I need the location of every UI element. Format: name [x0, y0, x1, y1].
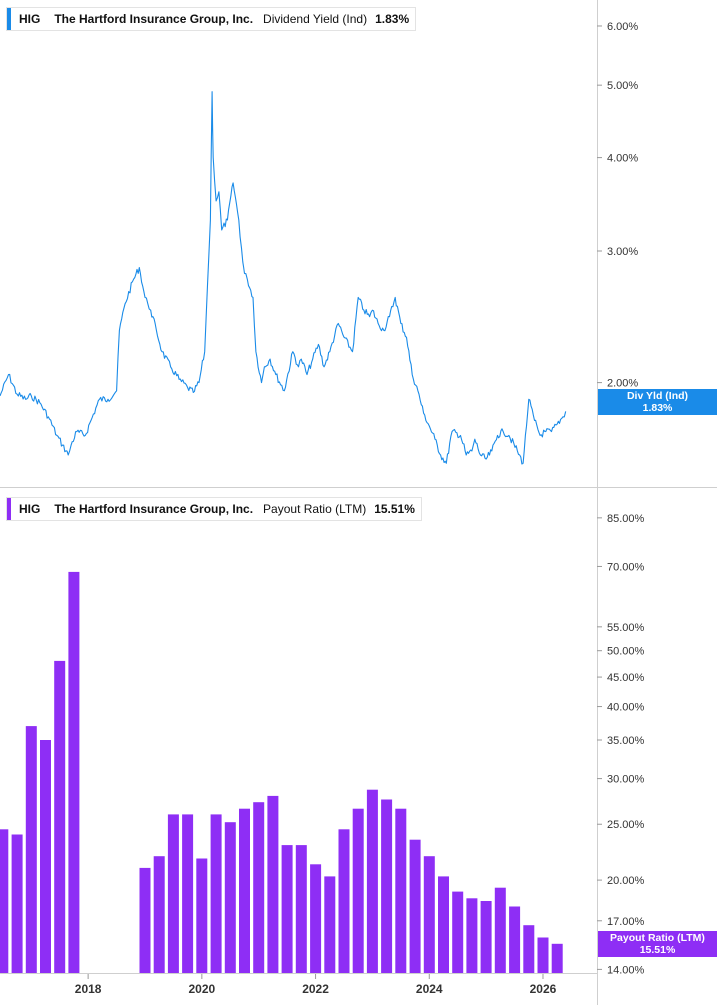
payout-ratio-bar [537, 937, 549, 973]
bottom-y-tick-label: 20.00% [607, 875, 645, 887]
top-legend-swatch [7, 8, 11, 30]
payout-ratio-bar [281, 845, 293, 973]
top-legend-company: The Hartford Insurance Group, Inc. [54, 12, 254, 26]
payout-ratio-bar [224, 822, 236, 973]
x-axis: 2018 2020 2022 2024 2026 [75, 974, 557, 996]
payout-ratio-bar [338, 829, 350, 973]
payout-ratio-bar [25, 726, 37, 973]
top-legend-value: 1.83% [375, 12, 410, 26]
top-y-tick-label: 4.00% [607, 153, 638, 165]
payout-ratio-bar [423, 856, 435, 973]
payout-ratio-bar [509, 906, 521, 973]
payout-ratio-bar [239, 808, 250, 973]
bottom-badge-value: 15.51% [639, 944, 676, 956]
x-tick-label: 2020 [188, 982, 215, 996]
payout-ratio-bar [182, 814, 194, 973]
payout-ratio-bar [40, 740, 51, 973]
dividend-yield-line-series [0, 91, 567, 465]
payout-ratio-bar [480, 901, 492, 973]
bottom-legend-metric: Payout Ratio (LTM) [263, 502, 367, 516]
bottom-y-tick-label: 70.00% [607, 561, 645, 573]
payout-ratio-bar [395, 808, 407, 973]
top-y-tick-label: 2.00% [607, 378, 638, 390]
payout-ratio-bar [324, 876, 336, 973]
payout-ratio-bar [523, 925, 535, 973]
bottom-y-tick-label: 35.00% [607, 735, 645, 747]
bottom-y-tick-label: 45.00% [607, 672, 645, 684]
payout-ratio-bar-series [0, 571, 563, 973]
payout-ratio-bar [153, 856, 165, 973]
bottom-panel-axis: 85.00% 70.00% 55.00% 50.00% 45.00% 40.00% 35.0… [597, 513, 645, 976]
top-y-tick-label: 3.00% [607, 246, 638, 258]
bottom-legend-company: The Hartford Insurance Group, Inc. [54, 502, 254, 516]
payout-ratio-bar [295, 845, 307, 973]
bottom-y-tick-label: 30.00% [607, 774, 645, 786]
payout-ratio-bar [54, 660, 66, 973]
dividend-yield-line [0, 91, 567, 465]
top-legend-ticker: HIG [19, 12, 41, 26]
payout-ratio-bar [310, 864, 322, 973]
bottom-legend-value: 15.51% [374, 502, 415, 516]
bottom-legend-ticker: HIG [19, 502, 41, 516]
payout-ratio-bar [452, 891, 464, 973]
x-tick-label: 2026 [530, 982, 557, 996]
payout-ratio-bar [381, 799, 393, 973]
payout-ratio-bar [466, 898, 478, 973]
bottom-y-tick-label: 50.00% [607, 646, 645, 658]
bottom-last-value-badge: Payout Ratio (LTM) 15.51% [598, 931, 717, 957]
x-tick-label: 2024 [416, 982, 443, 996]
payout-ratio-bar [11, 834, 23, 973]
payout-ratio-bar [494, 887, 506, 973]
payout-ratio-bar [167, 814, 179, 973]
bottom-y-tick-label: 25.00% [607, 819, 645, 831]
payout-ratio-bar [409, 839, 421, 973]
bottom-y-tick-label: 55.00% [607, 622, 645, 634]
bottom-legend[interactable]: HIG The Hartford Insurance Group, Inc. P… [6, 497, 422, 521]
payout-ratio-bar [253, 802, 265, 973]
payout-ratio-bar [0, 829, 9, 973]
bottom-legend-swatch [7, 498, 11, 520]
bottom-badge-label: Payout Ratio (LTM) [610, 932, 705, 944]
top-legend-metric: Dividend Yield (Ind) [263, 12, 368, 26]
top-legend[interactable]: HIG The Hartford Insurance Group, Inc. D… [6, 7, 417, 31]
top-y-tick-label: 5.00% [607, 80, 638, 92]
bottom-y-tick-label: 40.00% [607, 702, 645, 714]
payout-ratio-bar [438, 876, 449, 973]
top-y-tick-label: 6.00% [607, 21, 638, 33]
top-badge-label: Div Yld (Ind) [626, 390, 689, 402]
payout-ratio-bar [352, 808, 364, 973]
x-tick-label: 2018 [75, 982, 102, 996]
payout-ratio-bar [139, 867, 151, 973]
payout-ratio-bar [68, 571, 80, 973]
payout-ratio-bar [551, 943, 563, 973]
top-last-value-badge: Div Yld (Ind) 1.83% [598, 389, 717, 415]
payout-ratio-bar [366, 789, 378, 973]
bottom-y-tick-label: 85.00% [607, 513, 645, 525]
payout-ratio-bar [267, 795, 279, 973]
x-tick-label: 2022 [302, 982, 329, 996]
top-badge-value: 1.83% [642, 402, 673, 414]
payout-ratio-bar [210, 814, 222, 973]
bottom-y-tick-label: 14.00% [607, 964, 645, 976]
bottom-y-tick-label: 17.00% [607, 916, 645, 928]
payout-ratio-bar [196, 858, 208, 973]
